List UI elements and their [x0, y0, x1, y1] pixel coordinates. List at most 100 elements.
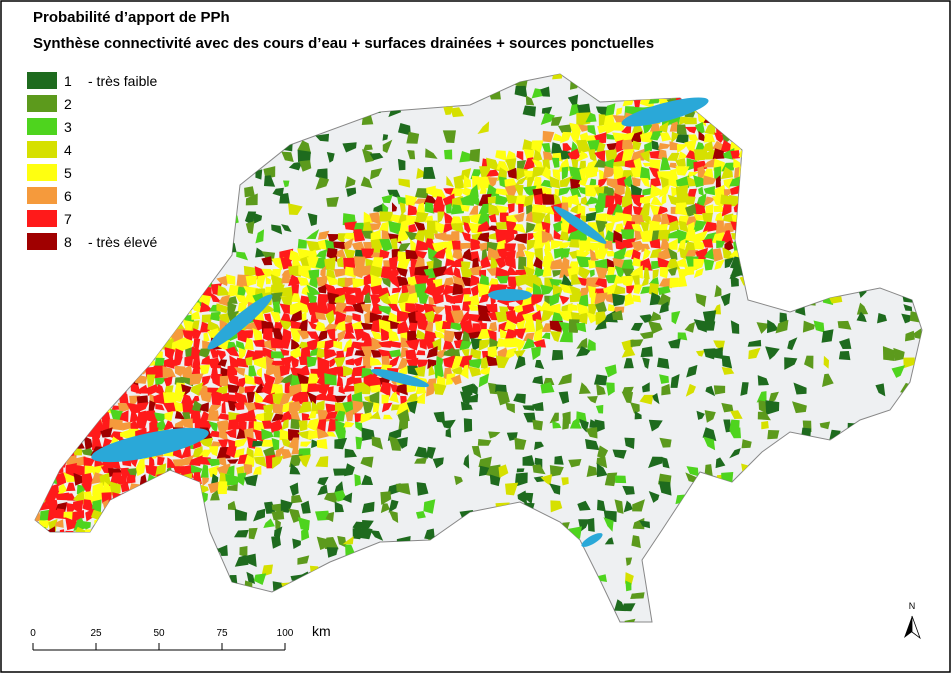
patch [661, 383, 671, 396]
scale-label: 75 [216, 628, 228, 639]
patch [715, 457, 726, 469]
patch [613, 230, 623, 243]
patch [298, 454, 312, 468]
patch [343, 421, 355, 428]
patch [641, 243, 651, 253]
patch [198, 348, 211, 359]
patch [217, 481, 228, 495]
patch [819, 421, 831, 430]
patch [55, 472, 67, 487]
patch [361, 501, 375, 514]
patch [237, 286, 247, 297]
patch [703, 196, 716, 207]
patch [551, 350, 564, 361]
legend-swatch [27, 210, 57, 227]
patch [702, 232, 717, 242]
patch [603, 166, 617, 179]
patch [444, 149, 453, 160]
patch [445, 428, 452, 438]
patch [245, 356, 253, 366]
patch [272, 455, 284, 469]
patch [433, 411, 446, 423]
patch [200, 464, 209, 478]
patch [396, 242, 411, 253]
patch [603, 517, 614, 532]
patch [693, 175, 707, 188]
patch [217, 439, 229, 449]
patch [460, 266, 473, 279]
patch [380, 491, 392, 505]
patch [207, 481, 221, 494]
patch [559, 175, 573, 188]
patch [694, 230, 708, 244]
patch [157, 456, 165, 466]
patch [605, 195, 616, 208]
patch [199, 402, 209, 413]
patch [877, 313, 887, 324]
patch [623, 358, 634, 369]
patch [741, 439, 752, 449]
patch [633, 157, 643, 170]
patch [585, 211, 597, 222]
patch [671, 310, 681, 325]
patch [460, 391, 472, 405]
patch [236, 340, 246, 352]
patch [333, 340, 343, 350]
patch [315, 321, 327, 333]
patch [369, 153, 384, 161]
patch [642, 187, 653, 196]
patch [514, 269, 528, 276]
patch [400, 395, 407, 406]
patch [148, 454, 155, 469]
patch [396, 483, 411, 495]
patch [433, 256, 442, 271]
patch [639, 195, 652, 205]
patch [606, 178, 618, 190]
patch [388, 221, 401, 235]
patch [630, 265, 643, 279]
patch [639, 520, 651, 529]
patch [333, 356, 346, 370]
patch [227, 373, 239, 386]
patch [469, 274, 480, 287]
patch [344, 448, 357, 458]
patch [821, 329, 834, 343]
patch [533, 328, 543, 343]
patch [650, 177, 662, 188]
patch [297, 276, 310, 286]
patch [551, 312, 564, 324]
patch [640, 258, 653, 271]
patch [216, 349, 226, 361]
patch [487, 177, 498, 189]
patch [559, 231, 570, 242]
patch [696, 410, 705, 420]
patch [406, 215, 417, 226]
legend-swatch [27, 233, 57, 250]
patch [463, 454, 470, 469]
patch [234, 508, 248, 521]
patch [724, 257, 735, 269]
patch [471, 233, 482, 242]
patch [604, 537, 614, 545]
patch [695, 350, 705, 357]
patch [450, 257, 464, 268]
patch [675, 202, 690, 216]
patch [389, 349, 402, 358]
patch [676, 144, 688, 154]
patch [514, 184, 524, 198]
patch [327, 386, 334, 396]
patch [504, 319, 517, 334]
patch [522, 455, 535, 466]
patch [661, 456, 670, 469]
patch [315, 168, 328, 181]
patch [379, 382, 391, 397]
patch [275, 518, 281, 530]
patch [362, 149, 374, 163]
patch [117, 402, 130, 413]
patch [626, 285, 636, 295]
patch [324, 393, 338, 403]
patch [406, 131, 420, 144]
patch [216, 463, 231, 476]
patch [292, 538, 301, 549]
patch [531, 294, 544, 307]
